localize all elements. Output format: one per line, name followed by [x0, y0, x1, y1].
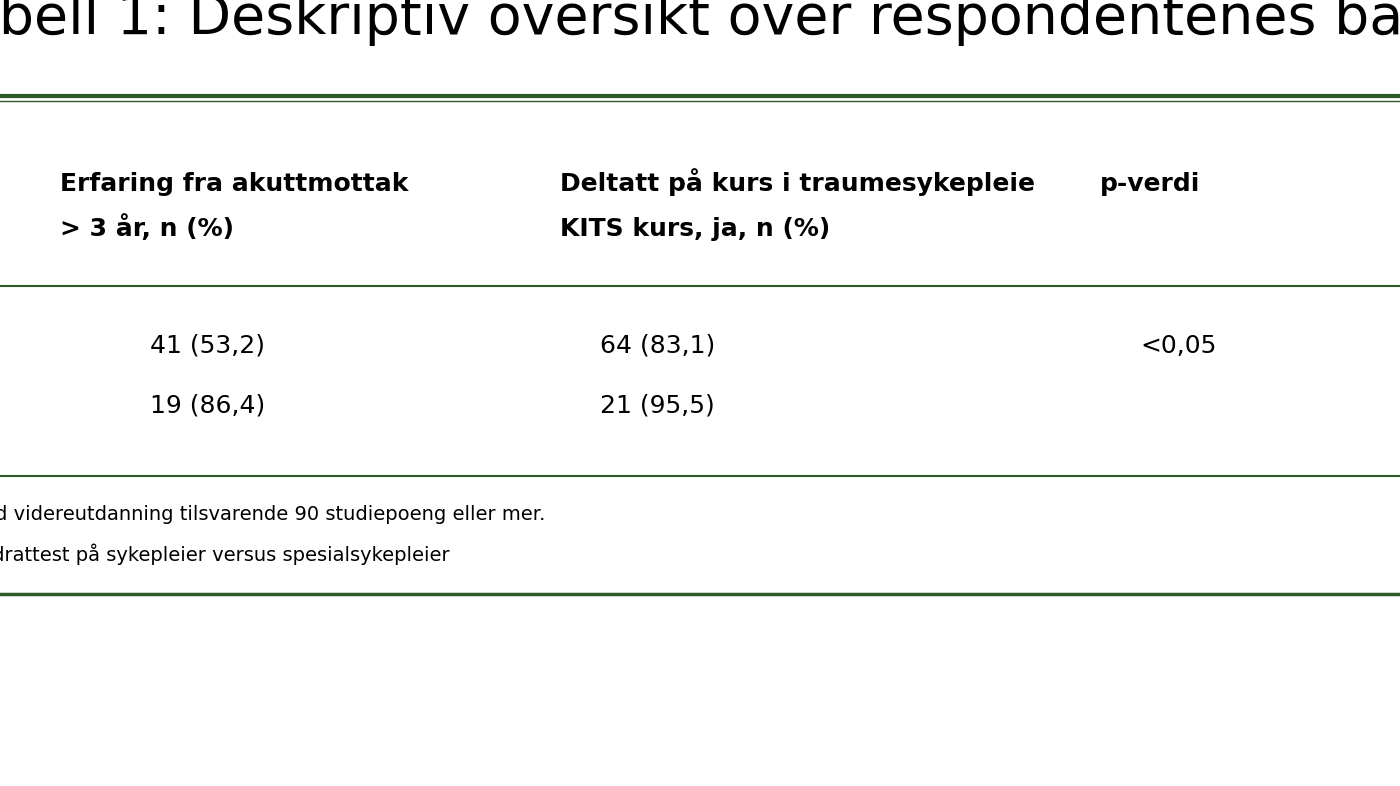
- Text: Deltatt på kurs i traumesykepleie: Deltatt på kurs i traumesykepleie: [560, 168, 1035, 196]
- Text: p-verdi: p-verdi: [1100, 172, 1200, 196]
- Text: 64 (83,1): 64 (83,1): [601, 334, 715, 358]
- Text: Tabell 1: Deskriptiv oversikt over respondentenes bakgrunn, erfaring og kursdelt: Tabell 1: Deskriptiv oversikt over respo…: [0, 0, 1400, 46]
- Text: Erfaring fra akuttmottak: Erfaring fra akuttmottak: [60, 172, 409, 196]
- Text: > 3 år, n (%): > 3 år, n (%): [60, 214, 234, 241]
- Text: <0,05: <0,05: [1140, 334, 1217, 358]
- Text: 19 (86,4): 19 (86,4): [150, 394, 265, 418]
- Text: b p-verdi basert på chi-kvadrattest på sykepleier versus spesialsykepleier: b p-verdi basert på chi-kvadrattest på s…: [0, 543, 449, 565]
- Text: 41 (53,2): 41 (53,2): [150, 334, 265, 358]
- Text: 21 (95,5): 21 (95,5): [601, 394, 715, 418]
- Text: a Spesialsykepleier defineres som sykepleier med videreutdanning tilsvarende 90 : a Spesialsykepleier defineres som sykepl…: [0, 505, 546, 523]
- Text: KITS kurs, ja, n (%): KITS kurs, ja, n (%): [560, 217, 830, 241]
